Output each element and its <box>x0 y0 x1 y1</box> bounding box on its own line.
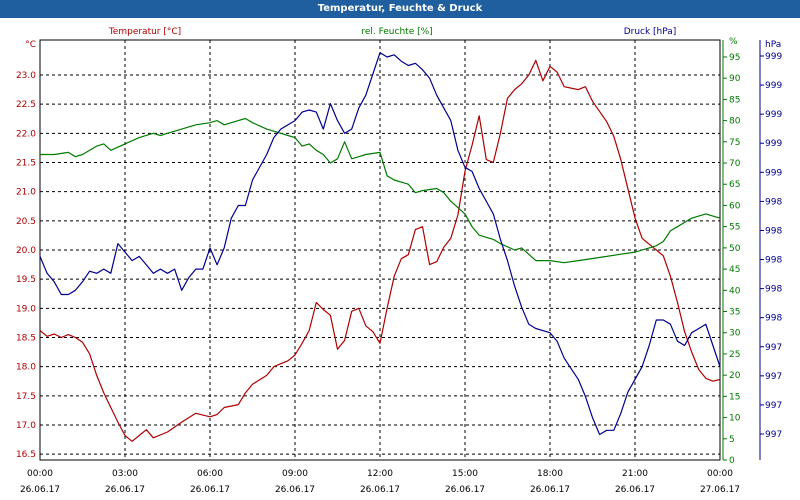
pressure-tick-label: 997 <box>765 430 782 440</box>
temperature-tick-label: 17.5 <box>16 392 36 402</box>
x-tick-time: 00:00 <box>707 469 733 479</box>
pressure-tick-label: 998 <box>765 285 782 295</box>
humidity-tick-label: 30 <box>729 329 741 339</box>
temperature-tick-label: 17.0 <box>16 421 36 431</box>
chart-series <box>39 52 721 442</box>
x-tick-date: 26.06.17 <box>445 485 485 495</box>
temperature-tick-label: 21.0 <box>16 188 36 198</box>
pressure-unit-label: hPa <box>765 40 781 50</box>
x-tick-time: 06:00 <box>197 469 223 479</box>
temperature-tick-label: 23.0 <box>16 71 36 81</box>
x-tick-date: 26.06.17 <box>20 485 60 495</box>
humidity-axis-title: rel. Feuchte [%] <box>361 27 432 37</box>
temperature-tick-label: 19.5 <box>16 275 36 285</box>
humidity-tick-label: 70 <box>729 159 741 169</box>
temperature-tick-label: 22.5 <box>16 100 36 110</box>
x-tick-date: 26.06.17 <box>530 485 570 495</box>
temperature-tick-label: 20.5 <box>16 217 36 227</box>
x-tick-time: 03:00 <box>112 469 138 479</box>
plot-frame <box>39 39 721 461</box>
temperature-tick-label: 19.0 <box>16 304 36 314</box>
temperature-tick-label: 21.5 <box>16 159 36 169</box>
x-tick-date: 26.06.17 <box>360 485 400 495</box>
pressure-axis-title: Druck [hPa] <box>624 27 677 37</box>
humidity-tick-label: 40 <box>729 286 741 296</box>
pressure-tick-label: 998 <box>765 226 782 236</box>
x-tick-time: 12:00 <box>367 469 393 479</box>
x-tick-time: 00:00 <box>27 469 53 479</box>
temperature-unit-label: °C <box>25 40 36 50</box>
pressure-tick-label: 997 <box>765 343 782 353</box>
pressure-tick-label: 998 <box>765 197 782 207</box>
humidity-tick-label: 10 <box>729 414 741 424</box>
x-tick-time: 09:00 <box>282 469 308 479</box>
humidity-tick-label: 80 <box>729 117 741 127</box>
pressure-tick-label: 999 <box>765 52 782 62</box>
x-tick-date: 26.06.17 <box>615 485 655 495</box>
pressure-tick-label: 999 <box>765 81 782 91</box>
pressure-tick-label: 998 <box>765 256 782 266</box>
chart-grid <box>40 40 720 460</box>
humidity-tick-label: 75 <box>729 138 740 148</box>
temperature-tick-label: 18.0 <box>16 363 36 373</box>
pressure-tick-label: 997 <box>765 401 782 411</box>
humidity-tick-label: 90 <box>729 74 741 84</box>
weather-chart: 00:00 26.06.17 03:00 26.06.17 06:00 26.06.17 0… <box>16 27 782 495</box>
humidity-tick-label: 15 <box>729 392 740 402</box>
humidity-tick-label: 50 <box>729 244 741 254</box>
x-tick-date: 27.06.17 <box>700 485 740 495</box>
chart-axes <box>39 39 764 461</box>
x-tick-date: 26.06.17 <box>190 485 230 495</box>
series-line-temperature <box>39 59 721 442</box>
humidity-tick-label: 25 <box>729 350 740 360</box>
humidity-tick-label: 95 <box>729 53 740 63</box>
temperature-tick-label: 16.5 <box>16 450 36 460</box>
humidity-tick-label: 65 <box>729 180 740 190</box>
humidity-tick-label: 5 <box>729 435 735 445</box>
x-tick-time: 15:00 <box>452 469 478 479</box>
humidity-tick-label: 55 <box>729 223 740 233</box>
temperature-tick-label: 22.0 <box>16 129 36 139</box>
window-title: Temperatur, Feuchte & Druck <box>0 0 800 18</box>
pressure-tick-label: 998 <box>765 314 782 324</box>
humidity-tick-label: 60 <box>729 201 741 211</box>
series-line-humidity <box>40 117 721 264</box>
temperature-axis-title: Temperatur [°C] <box>108 27 181 37</box>
x-tick-time: 18:00 <box>537 469 563 479</box>
chart-axis-labels: Temperatur [°C] rel. Feuchte [%] Druck [hP… <box>108 27 676 37</box>
x-tick-time: 21:00 <box>622 469 648 479</box>
pressure-tick-label: 999 <box>765 110 782 120</box>
humidity-unit-label: % <box>729 37 738 47</box>
pressure-tick-label: 999 <box>765 168 782 178</box>
x-tick-date: 26.06.17 <box>275 485 315 495</box>
humidity-tick-label: 0 <box>729 456 735 466</box>
pressure-tick-label: 999 <box>765 139 782 149</box>
humidity-tick-label: 20 <box>729 371 741 381</box>
humidity-tick-label: 45 <box>729 265 740 275</box>
x-tick-date: 26.06.17 <box>105 485 145 495</box>
pressure-tick-label: 997 <box>765 372 782 382</box>
series-line-pressure <box>39 52 721 436</box>
temperature-tick-label: 18.5 <box>16 334 36 344</box>
chart-ticks: 00:00 26.06.17 03:00 26.06.17 06:00 26.06.17 0… <box>16 37 782 495</box>
temperature-tick-label: 20.0 <box>16 246 36 256</box>
humidity-tick-label: 85 <box>729 95 740 105</box>
humidity-tick-label: 35 <box>729 308 740 318</box>
